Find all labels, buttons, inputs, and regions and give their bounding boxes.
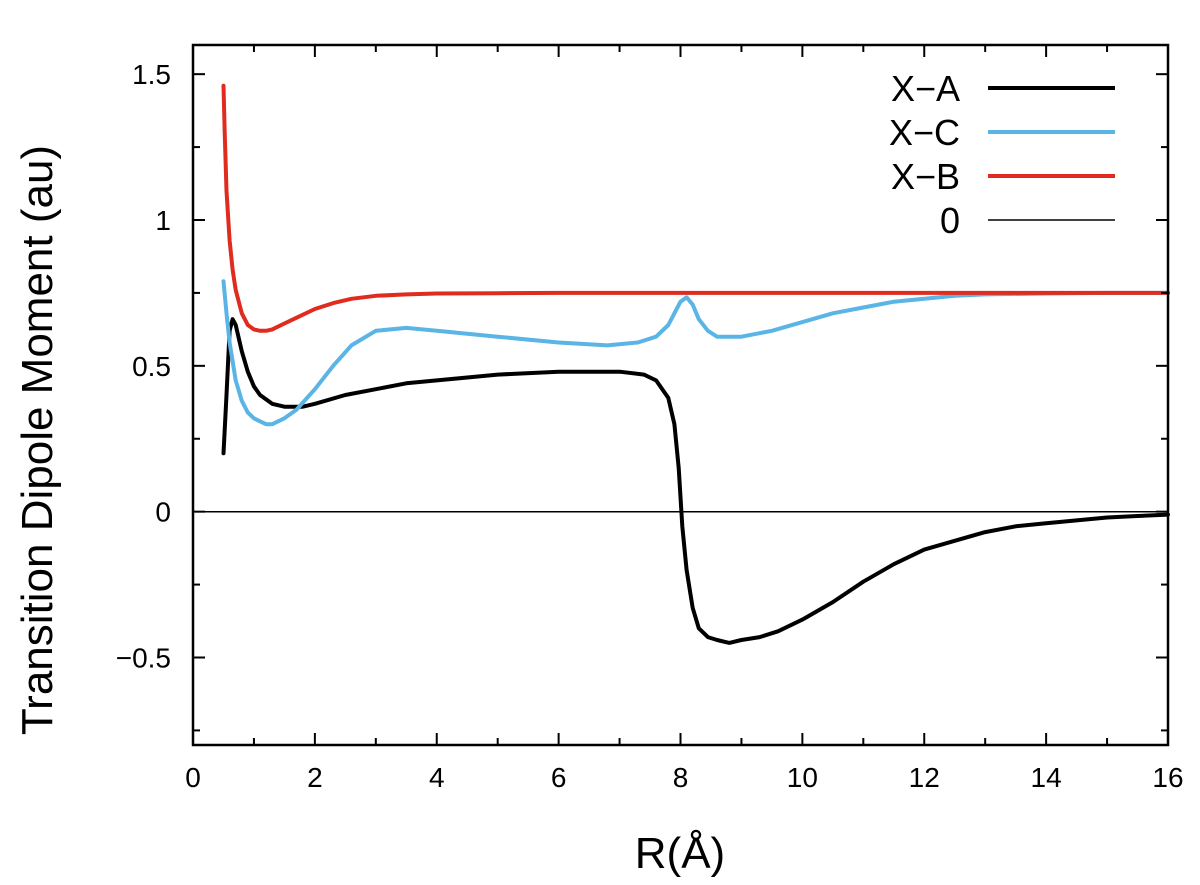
axes [191,43,1170,747]
legend-label-1: X−C [889,112,960,153]
x-tick-label: 16 [1152,762,1183,793]
series-line-0 [221,317,1170,645]
x-tick-label: 8 [673,762,689,793]
y-tick-label: 1.5 [132,59,171,90]
legend-label-0: X−A [891,68,960,109]
x-tick-label: 0 [185,762,201,793]
x-tick-label: 14 [1031,762,1062,793]
y-tick-label: −0.5 [116,643,171,674]
x-tick-label: 4 [429,762,445,793]
x-tick-label: 10 [787,762,818,793]
legend-label-3: 0 [940,200,960,241]
y-tick-label: 0 [155,497,171,528]
y-axis-label: Transition Dipole Moment (au) [13,145,62,735]
x-tick-label: 6 [551,762,567,793]
legend: X−AX−CX−B0 [889,68,1115,241]
x-tick-label: 2 [307,762,323,793]
series-line-1 [221,279,1170,427]
x-tick-label: 12 [909,762,940,793]
plot-series [192,83,1170,645]
legend-label-2: X−B [891,156,960,197]
tick-labels: 0 2 4 6 8 10 12 14 16 −0.5 0 0.5 1 1.5 [116,59,1184,793]
series-line-2 [221,83,1170,333]
y-tick-label: 0.5 [132,351,171,382]
x-axis-label: R(Å) [635,829,725,878]
y-tick-label: 1 [155,205,171,236]
